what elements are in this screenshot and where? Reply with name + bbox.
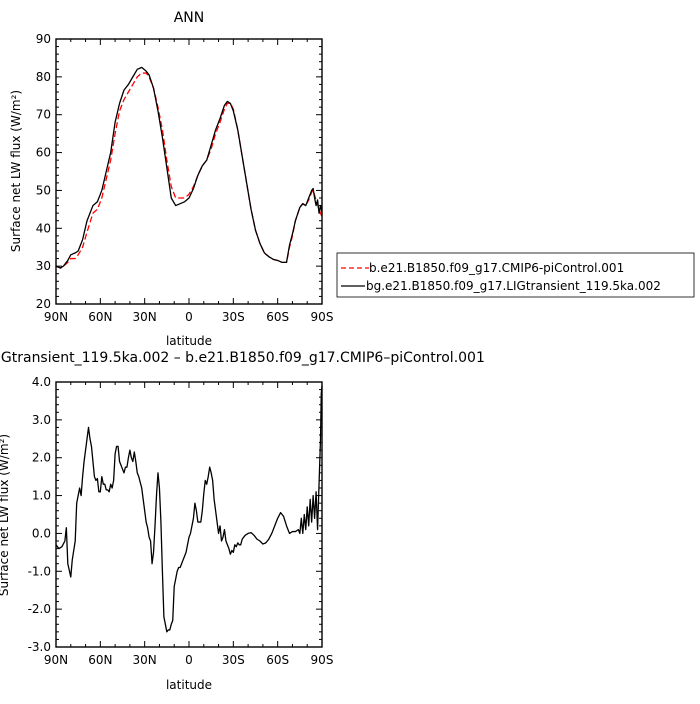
top-chart-panel: ANN Surface net LW flux (W/m²) 90N 60N 30N…	[9, 10, 333, 348]
top-tick-marks	[55, 38, 323, 305]
top-y-tick-label: 30	[36, 259, 51, 273]
top-x-tick-label: 60S	[266, 310, 289, 324]
bottom-y-tick-label: -1.0	[28, 564, 51, 578]
bottom-y-tick-label: -3.0	[28, 640, 51, 654]
bottom-x-tick-label: 60N	[88, 653, 112, 667]
top-y-axis-title: Surface net LW flux (W/m²)	[9, 90, 23, 252]
bottom-x-tick-label: 90S	[311, 653, 334, 667]
bottom-y-tick-label: 1.0	[32, 489, 51, 503]
legend-label-control: b.e21.B1850.f09_g17.CMIP6-piControl.001	[369, 261, 624, 275]
top-x-tick-label: 0	[185, 310, 193, 324]
bottom-y-tick-label: -2.0	[28, 602, 51, 616]
bottom-x-tick-label: 90N	[44, 653, 68, 667]
top-y-tick-label: 50	[36, 183, 51, 197]
top-y-tick-label: 90	[36, 32, 51, 46]
bottom-series-lines	[55, 385, 323, 633]
top-x-tick-label: 60N	[88, 310, 112, 324]
bottom-x-tick-label: 0	[185, 653, 193, 667]
bottom-y-tick-label: 2.0	[32, 451, 51, 465]
bottom-y-tick-label: 4.0	[32, 375, 51, 389]
bottom-x-tick-label: 30S	[222, 653, 245, 667]
bottom-x-tick-label: 30N	[133, 653, 157, 667]
top-chart-title: ANN	[174, 10, 205, 26]
top-series-line-0	[55, 72, 323, 269]
top-series-lines	[55, 66, 323, 269]
top-x-tick-label: 30S	[222, 310, 245, 324]
top-y-tick-label: 60	[36, 146, 51, 160]
bottom-y-axis-title: Surface net LW flux (W/m²)	[0, 434, 11, 596]
bottom-x-tick-label: 60S	[266, 653, 289, 667]
top-y-tick-label: 20	[36, 297, 51, 311]
bottom-chart-panel: lGtransient_119.5ka.002 – b.e21.B1850.f0…	[0, 350, 485, 692]
top-x-tick-label: 30N	[133, 310, 157, 324]
legend: b.e21.B1850.f09_g17.CMIP6-piControl.001 …	[336, 252, 695, 298]
top-x-tick-label: 90S	[311, 310, 334, 324]
top-x-tick-labels: 90N 60N 30N 0 30S 60S 90S	[44, 310, 334, 324]
top-y-tick-labels: 20 30 40 50 60 70 80 90	[36, 32, 51, 311]
bottom-chart-title: lGtransient_119.5ka.002 – b.e21.B1850.f0…	[0, 350, 485, 366]
bottom-y-tick-labels: -3.0 -2.0 -1.0 0.0 1.0 2.0 3.0 4.0	[28, 375, 51, 654]
bottom-y-tick-label: 3.0	[32, 413, 51, 427]
bottom-x-tick-labels: 90N 60N 30N 0 30S 60S 90S	[44, 653, 334, 667]
top-x-tick-label: 90N	[44, 310, 68, 324]
top-y-tick-label: 80	[36, 70, 51, 84]
legend-label-transient: bg.e21.B1850.f09_g17.LIGtransient_119.5k…	[366, 279, 661, 293]
legend-box	[336, 252, 695, 298]
bottom-y-tick-label: 0.0	[32, 526, 51, 540]
top-y-tick-label: 70	[36, 108, 51, 122]
bottom-series-line-0	[55, 385, 323, 633]
top-series-line-1	[55, 66, 323, 269]
bottom-x-axis-title: latitude	[166, 678, 212, 692]
top-x-axis-title: latitude	[166, 334, 212, 348]
bottom-plot-frame	[55, 381, 323, 648]
top-y-tick-label: 40	[36, 221, 51, 235]
top-plot-frame	[55, 38, 323, 305]
